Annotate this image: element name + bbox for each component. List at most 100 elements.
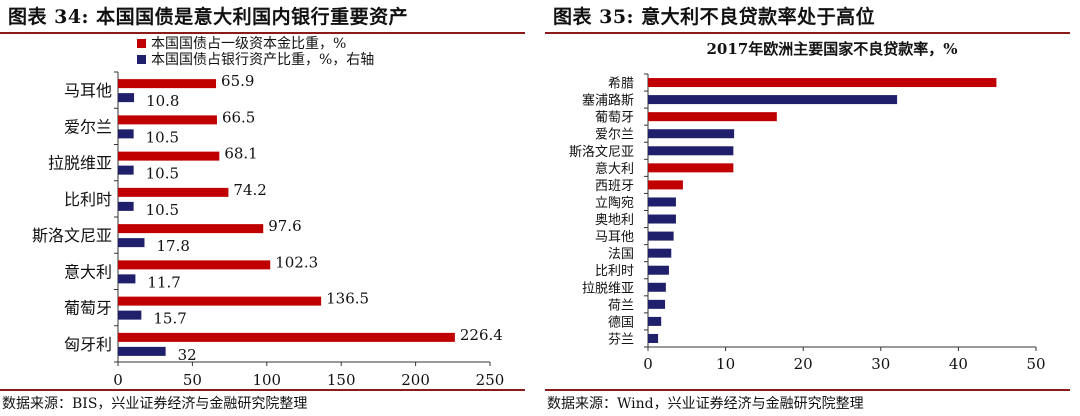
category-label: 比利时 bbox=[595, 264, 634, 279]
category-label: 匈牙利 bbox=[64, 335, 112, 354]
bar bbox=[648, 197, 676, 207]
source-divider bbox=[545, 389, 1070, 391]
category-label: 奥地利 bbox=[595, 213, 634, 228]
chart-right-svg: 2017年欧洲主要国家不良贷款率，% 0 10 20 30 40 50 希腊塞浦路斯葡萄牙爱尔… bbox=[569, 40, 1046, 373]
chart-panel-left: 图表 34: 本国国债是意大利国内银行重要资产 本国国债占一级资本金比重，% 本国… bbox=[0, 0, 525, 416]
title-divider bbox=[545, 32, 1070, 34]
bar bbox=[648, 112, 777, 122]
x-tick-label: 0 bbox=[643, 355, 653, 373]
x-tick-label: 20 bbox=[794, 355, 813, 373]
bar bbox=[648, 282, 666, 292]
source-divider bbox=[0, 389, 525, 391]
data-label: 10.5 bbox=[146, 165, 179, 183]
chart-title: 2017年欧洲主要国家不良贷款率，% bbox=[706, 40, 957, 58]
category-label: 立陶宛 bbox=[595, 195, 634, 211]
bar bbox=[648, 333, 659, 343]
bar bbox=[648, 214, 676, 224]
chart-panel-right: 图表 35: 意大利不良贷款率处于高位 2017年欧洲主要国家不良贷款率，% 0 1… bbox=[545, 0, 1070, 416]
bar bbox=[648, 95, 898, 105]
data-label: 66.5 bbox=[222, 108, 255, 126]
bar bbox=[118, 238, 145, 248]
data-label: 226.4 bbox=[460, 326, 503, 344]
category-label: 拉脱维亚 bbox=[48, 154, 112, 173]
data-label: 10.5 bbox=[146, 201, 179, 219]
data-label: 32 bbox=[178, 346, 197, 364]
category-label: 意大利 bbox=[64, 262, 112, 281]
category-label: 芬兰 bbox=[608, 332, 634, 347]
x-tick-label: 40 bbox=[949, 355, 968, 373]
bar bbox=[118, 129, 134, 139]
bar bbox=[118, 79, 217, 89]
bar bbox=[648, 299, 666, 309]
bar bbox=[648, 316, 662, 326]
category-label: 斯洛文尼亚 bbox=[32, 226, 112, 245]
category-label: 希腊 bbox=[608, 77, 634, 92]
source-note: 数据来源：Wind，兴业证券经济与金融研究院整理 bbox=[547, 396, 864, 412]
x-tick-label: 150 bbox=[327, 371, 356, 386]
bar bbox=[118, 93, 135, 103]
data-label: 68.1 bbox=[224, 145, 257, 163]
data-label: 65.9 bbox=[221, 72, 254, 90]
category-label: 法国 bbox=[608, 247, 634, 262]
bar bbox=[118, 274, 136, 284]
x-tick-label: 50 bbox=[183, 371, 202, 386]
category-label: 马耳他 bbox=[595, 230, 634, 245]
bar bbox=[118, 187, 229, 197]
x-tick-label: 30 bbox=[871, 355, 890, 373]
x-tick-label: 10 bbox=[716, 355, 735, 373]
bar bbox=[118, 260, 271, 270]
bar bbox=[118, 151, 220, 161]
bar bbox=[648, 248, 672, 258]
bar bbox=[648, 231, 674, 241]
bar bbox=[648, 129, 735, 139]
title-divider bbox=[0, 32, 525, 34]
category-label: 比利时 bbox=[64, 190, 112, 209]
category-label: 爱尔兰 bbox=[595, 128, 634, 143]
category-label: 马耳他 bbox=[64, 81, 112, 100]
category-label: 西班牙 bbox=[595, 179, 634, 194]
data-label: 97.6 bbox=[268, 217, 301, 235]
source-note: 数据来源：BIS，兴业证券经济与金融研究院整理 bbox=[2, 396, 308, 412]
data-label: 17.8 bbox=[156, 237, 189, 255]
category-label: 拉脱维亚 bbox=[582, 281, 634, 296]
data-label: 15.7 bbox=[153, 310, 186, 328]
bar bbox=[648, 180, 683, 190]
bar bbox=[118, 115, 217, 125]
x-tick-label: 0 bbox=[113, 371, 123, 386]
legend-swatch bbox=[137, 55, 146, 64]
data-label: 102.3 bbox=[275, 253, 318, 271]
bar bbox=[118, 332, 455, 342]
bar bbox=[118, 310, 142, 320]
data-label: 10.5 bbox=[146, 128, 179, 146]
bar bbox=[648, 146, 734, 156]
bar bbox=[648, 78, 997, 88]
bar bbox=[648, 163, 734, 173]
category-label: 爱尔兰 bbox=[64, 117, 112, 136]
panel-title: 图表 34: 本国国债是意大利国内银行重要资产 bbox=[8, 6, 409, 28]
legend-label: 本国国债占一级资本金比重，% bbox=[151, 36, 346, 52]
category-label: 荷兰 bbox=[608, 298, 634, 313]
bar bbox=[118, 296, 322, 306]
legend-label: 本国国债占银行资产比重，%，右轴 bbox=[151, 52, 374, 68]
category-label: 意大利 bbox=[595, 161, 634, 177]
bar bbox=[118, 346, 166, 356]
chart-left-svg: 本国国债占一级资本金比重，%本国国债占银行资产比重，%，右轴 0 50 100 150 2… bbox=[32, 36, 505, 386]
legend-swatch bbox=[137, 39, 146, 48]
bar bbox=[648, 265, 669, 275]
x-tick-label: 250 bbox=[476, 371, 505, 386]
x-tick-label: 200 bbox=[401, 371, 430, 386]
x-tick-label: 100 bbox=[252, 371, 281, 386]
bar bbox=[118, 165, 134, 175]
data-label: 74.2 bbox=[233, 181, 266, 199]
data-label: 11.7 bbox=[147, 273, 180, 291]
category-label: 葡萄牙 bbox=[64, 299, 112, 318]
category-label: 葡萄牙 bbox=[595, 111, 634, 126]
category-label: 塞浦路斯 bbox=[582, 93, 634, 109]
data-label: 10.8 bbox=[146, 92, 179, 110]
category-label: 德国 bbox=[608, 315, 634, 330]
bar bbox=[118, 201, 134, 211]
bar bbox=[118, 224, 264, 234]
panel-title: 图表 35: 意大利不良贷款率处于高位 bbox=[553, 6, 876, 28]
x-tick-label: 50 bbox=[1026, 355, 1045, 373]
category-label: 斯洛文尼亚 bbox=[569, 145, 634, 160]
